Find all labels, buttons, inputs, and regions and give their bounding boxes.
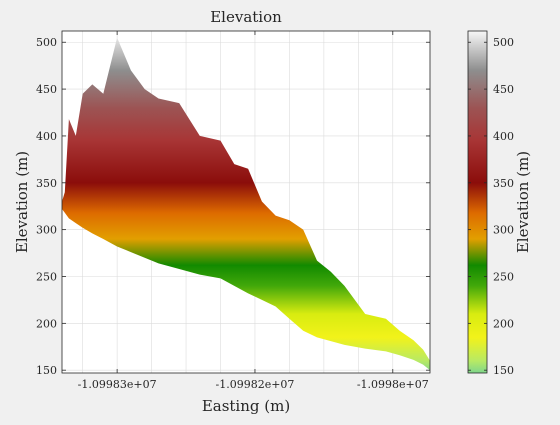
colorbar-gradient	[467, 30, 488, 374]
x-tick-label: -1.09982e+07	[215, 378, 294, 391]
colorbar-tick-label: 400	[493, 130, 514, 143]
colorbar-tick-label: 500	[493, 36, 514, 49]
x-tick-label: -1.0998e+07	[357, 378, 429, 391]
y-tick-label: 150	[36, 364, 57, 377]
colorbar: 150 200 250 300 350 400 450 500 Elevation (m)	[467, 30, 532, 377]
colorbar-label: Elevation (m)	[514, 151, 532, 253]
colorbar-tick-label: 150	[493, 364, 514, 377]
y-axis-label: Elevation (m)	[13, 151, 31, 253]
plot-frame	[61, 30, 431, 374]
colorbar-tick-label: 300	[493, 224, 514, 237]
colorbar-tick-label: 200	[493, 317, 514, 330]
data-layer	[62, 37, 430, 371]
colorbar-tick-label: 350	[493, 177, 514, 190]
axis-ticks: -1.09983e+07 -1.09982e+07 -1.0998e+07 150 20…	[36, 31, 430, 391]
colorbar-ticks: 150 200 250 300 350 400 450 500	[468, 36, 514, 377]
y-tick-label: 350	[36, 177, 57, 190]
x-axis-label: Easting (m)	[202, 397, 290, 415]
y-tick-label: 300	[36, 224, 57, 237]
y-tick-label: 450	[36, 83, 57, 96]
y-tick-label: 500	[36, 36, 57, 49]
colorbar-tick-label: 450	[493, 83, 514, 96]
chart-title: Elevation	[210, 8, 282, 26]
x-tick-label: -1.09983e+07	[78, 378, 157, 391]
y-tick-label: 400	[36, 130, 57, 143]
y-tick-label: 200	[36, 317, 57, 330]
elevation-surface	[62, 37, 430, 371]
colorbar-tick-label: 250	[493, 270, 514, 283]
y-tick-label: 250	[36, 270, 57, 283]
